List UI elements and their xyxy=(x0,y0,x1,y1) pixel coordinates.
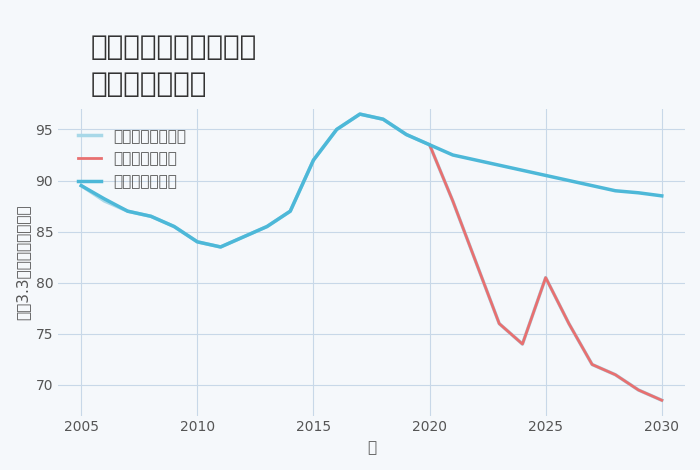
バッドシナリオ xyxy=(611,372,620,377)
グッドシナリオ xyxy=(356,111,364,117)
グッドシナリオ xyxy=(588,183,596,188)
ノーマルシナリオ xyxy=(472,259,480,265)
バッドシナリオ xyxy=(449,198,457,204)
ノーマルシナリオ xyxy=(77,183,85,188)
X-axis label: 年: 年 xyxy=(367,440,376,455)
グッドシナリオ xyxy=(634,190,643,196)
ノーマルシナリオ xyxy=(286,208,295,214)
ノーマルシナリオ xyxy=(193,239,202,245)
Line: ノーマルシナリオ: ノーマルシナリオ xyxy=(81,114,662,400)
グッドシナリオ xyxy=(77,183,85,188)
ノーマルシナリオ xyxy=(542,275,550,281)
ノーマルシナリオ xyxy=(518,341,526,347)
ノーマルシナリオ xyxy=(402,132,411,137)
ノーマルシナリオ xyxy=(449,198,457,204)
ノーマルシナリオ xyxy=(170,224,178,229)
バッドシナリオ xyxy=(542,275,550,281)
ノーマルシナリオ xyxy=(262,224,271,229)
Y-axis label: 平（3.3㎡）単価（万円）: 平（3.3㎡）単価（万円） xyxy=(15,204,30,320)
バッドシナリオ xyxy=(588,362,596,368)
バッドシナリオ xyxy=(426,142,434,148)
バッドシナリオ xyxy=(657,398,666,403)
グッドシナリオ xyxy=(657,193,666,199)
グッドシナリオ xyxy=(332,126,341,132)
Legend: ノーマルシナリオ, バッドシナリオ, グッドシナリオ: ノーマルシナリオ, バッドシナリオ, グッドシナリオ xyxy=(72,123,193,195)
バッドシナリオ xyxy=(634,387,643,393)
バッドシナリオ xyxy=(565,321,573,327)
ノーマルシナリオ xyxy=(379,117,387,122)
グッドシナリオ xyxy=(565,178,573,183)
グッドシナリオ xyxy=(542,172,550,178)
グッドシナリオ xyxy=(123,208,132,214)
グッドシナリオ xyxy=(518,167,526,173)
Text: 兵庫県西宮市西宮浜の
土地の価格推移: 兵庫県西宮市西宮浜の 土地の価格推移 xyxy=(91,33,258,98)
グッドシナリオ xyxy=(193,239,202,245)
グッドシナリオ xyxy=(262,224,271,229)
バッドシナリオ xyxy=(495,321,503,327)
グッドシナリオ xyxy=(379,117,387,122)
ノーマルシナリオ xyxy=(147,213,155,219)
グッドシナリオ xyxy=(402,132,411,137)
Line: グッドシナリオ: グッドシナリオ xyxy=(81,114,662,247)
バッドシナリオ xyxy=(472,259,480,265)
ノーマルシナリオ xyxy=(495,321,503,327)
グッドシナリオ xyxy=(449,152,457,158)
ノーマルシナリオ xyxy=(309,157,318,163)
Line: バッドシナリオ: バッドシナリオ xyxy=(430,145,662,400)
ノーマルシナリオ xyxy=(123,208,132,214)
ノーマルシナリオ xyxy=(239,234,248,240)
グッドシナリオ xyxy=(286,208,295,214)
グッドシナリオ xyxy=(170,224,178,229)
バッドシナリオ xyxy=(518,341,526,347)
グッドシナリオ xyxy=(147,213,155,219)
グッドシナリオ xyxy=(495,163,503,168)
グッドシナリオ xyxy=(100,196,108,202)
ノーマルシナリオ xyxy=(356,111,364,117)
ノーマルシナリオ xyxy=(426,142,434,148)
グッドシナリオ xyxy=(216,244,225,250)
ノーマルシナリオ xyxy=(611,372,620,377)
ノーマルシナリオ xyxy=(657,398,666,403)
グッドシナリオ xyxy=(309,157,318,163)
ノーマルシナリオ xyxy=(634,387,643,393)
ノーマルシナリオ xyxy=(565,321,573,327)
グッドシナリオ xyxy=(426,142,434,148)
グッドシナリオ xyxy=(611,188,620,194)
グッドシナリオ xyxy=(239,234,248,240)
ノーマルシナリオ xyxy=(588,362,596,368)
ノーマルシナリオ xyxy=(332,126,341,132)
グッドシナリオ xyxy=(472,157,480,163)
ノーマルシナリオ xyxy=(100,198,108,204)
ノーマルシナリオ xyxy=(216,244,225,250)
